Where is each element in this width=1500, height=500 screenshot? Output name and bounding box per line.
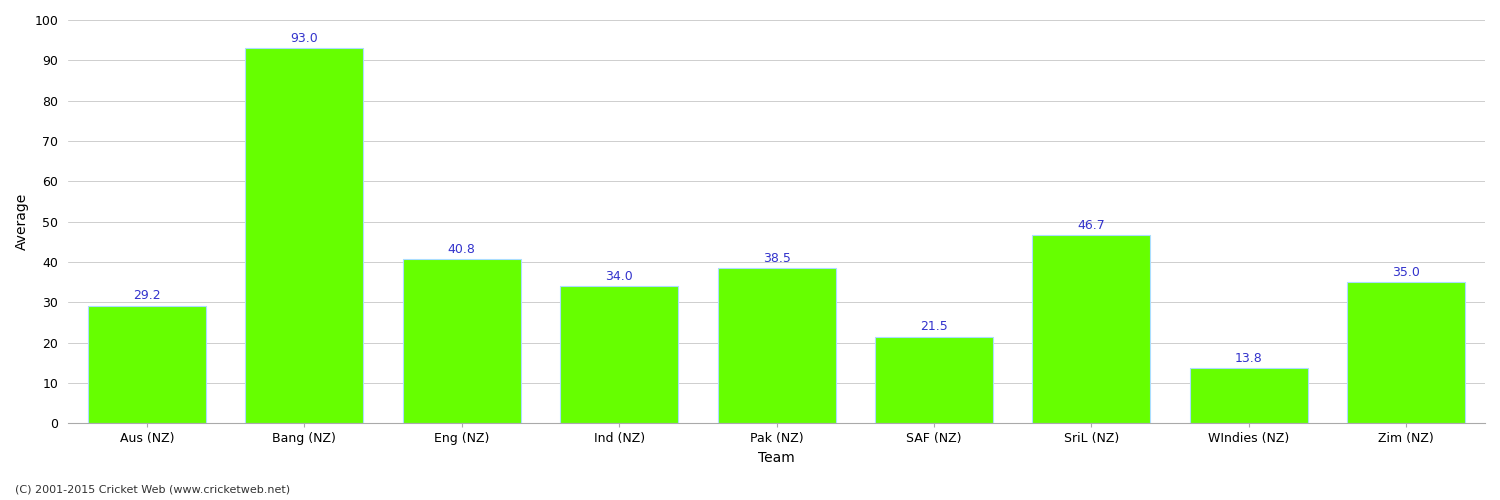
Text: 40.8: 40.8 [448,242,476,256]
Bar [88,306,206,424]
Text: 21.5: 21.5 [920,320,948,334]
Text: 46.7: 46.7 [1077,219,1106,232]
Bar [246,48,363,424]
Text: 93.0: 93.0 [291,32,318,45]
Text: 38.5: 38.5 [762,252,790,265]
Text: 34.0: 34.0 [606,270,633,283]
Bar [874,336,993,424]
Bar [717,268,836,424]
Text: (C) 2001-2015 Cricket Web (www.cricketweb.net): (C) 2001-2015 Cricket Web (www.cricketwe… [15,485,290,495]
Bar [560,286,678,424]
Bar [402,259,520,424]
Text: 35.0: 35.0 [1392,266,1420,279]
Bar [1190,368,1308,424]
Text: 29.2: 29.2 [134,290,160,302]
X-axis label: Team: Team [758,451,795,465]
Bar [1032,235,1150,424]
Bar [1347,282,1466,424]
Text: 13.8: 13.8 [1234,352,1263,364]
Y-axis label: Average: Average [15,193,28,250]
